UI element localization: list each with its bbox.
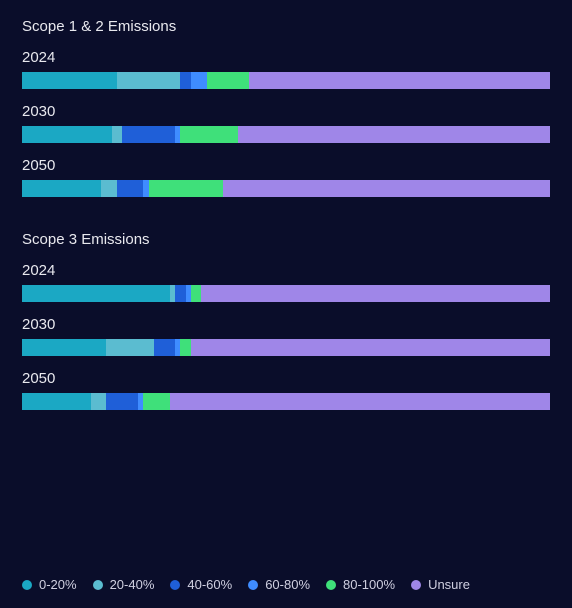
legend-swatch: [170, 580, 180, 590]
legend-item: 40-60%: [170, 577, 232, 592]
legend-label: Unsure: [428, 577, 470, 592]
bar-segment: [175, 285, 186, 302]
legend-swatch: [248, 580, 258, 590]
bar-segment: [180, 72, 191, 89]
bar-segment: [22, 180, 101, 197]
legend-label: 60-80%: [265, 577, 310, 592]
bar-segment: [238, 126, 550, 143]
bar-row-label: 2050: [22, 157, 550, 174]
bar-segment: [170, 393, 550, 410]
bar-segment: [223, 180, 550, 197]
section-title: Scope 3 Emissions: [22, 231, 550, 248]
bar-segment: [180, 339, 191, 356]
bar-segment: [207, 72, 249, 89]
bar-segment: [180, 126, 238, 143]
bar-segment: [249, 72, 550, 89]
legend: 0-20% 20-40% 40-60% 60-80% 80-100% Unsure: [22, 577, 470, 592]
bar-segment: [22, 285, 170, 302]
bar-segment: [117, 72, 180, 89]
legend-label: 20-40%: [110, 577, 155, 592]
bar-segment: [201, 285, 549, 302]
legend-item: 20-40%: [93, 577, 155, 592]
legend-item: 80-100%: [326, 577, 395, 592]
bar-segment: [117, 180, 143, 197]
stacked-bar: [22, 393, 550, 410]
bar-row-label: 2024: [22, 49, 550, 66]
bar-segment: [154, 339, 175, 356]
bar-segment: [22, 393, 91, 410]
bar-row: 2030: [22, 316, 550, 356]
bar-segment: [22, 72, 117, 89]
legend-label: 80-100%: [343, 577, 395, 592]
bar-segment: [191, 339, 550, 356]
chart-section: Scope 3 Emissions 2024 2030 2050: [22, 231, 550, 410]
bar-segment: [149, 180, 223, 197]
bar-segment: [122, 126, 175, 143]
bar-row: 2024: [22, 49, 550, 89]
bar-segment: [191, 72, 207, 89]
bar-segment: [106, 393, 138, 410]
bar-row: 2024: [22, 262, 550, 302]
stacked-bar: [22, 126, 550, 143]
bar-segment: [22, 126, 112, 143]
legend-label: 40-60%: [187, 577, 232, 592]
bar-segment: [191, 285, 202, 302]
legend-item: Unsure: [411, 577, 470, 592]
bar-row-label: 2024: [22, 262, 550, 279]
bar-segment: [22, 339, 106, 356]
legend-swatch: [93, 580, 103, 590]
legend-item: 0-20%: [22, 577, 77, 592]
bar-segment: [91, 393, 107, 410]
legend-swatch: [22, 580, 32, 590]
stacked-bar: [22, 72, 550, 89]
bar-segment: [143, 393, 169, 410]
bar-row-label: 2050: [22, 370, 550, 387]
bar-segment: [101, 180, 117, 197]
legend-item: 60-80%: [248, 577, 310, 592]
bar-row-label: 2030: [22, 103, 550, 120]
legend-swatch: [411, 580, 421, 590]
bar-row: 2050: [22, 157, 550, 197]
legend-swatch: [326, 580, 336, 590]
stacked-bar: [22, 180, 550, 197]
stacked-bar: [22, 339, 550, 356]
stacked-bar: [22, 285, 550, 302]
bar-row: 2050: [22, 370, 550, 410]
bar-row: 2030: [22, 103, 550, 143]
bar-segment: [112, 126, 123, 143]
legend-label: 0-20%: [39, 577, 77, 592]
section-title: Scope 1 & 2 Emissions: [22, 18, 550, 35]
bar-segment: [106, 339, 154, 356]
bar-row-label: 2030: [22, 316, 550, 333]
chart-section: Scope 1 & 2 Emissions 2024 2030 2050: [22, 18, 550, 197]
